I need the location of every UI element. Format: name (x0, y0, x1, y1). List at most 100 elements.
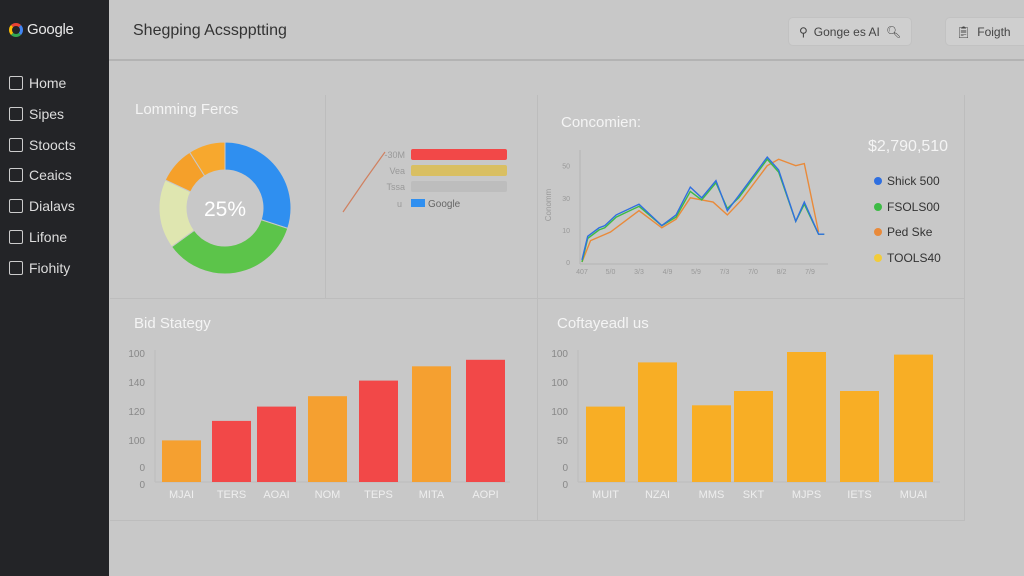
x-tick-label: AOPI (472, 489, 498, 501)
x-tick-label: 7/9 (805, 269, 815, 276)
x-tick-label: 7/3 (720, 269, 730, 276)
sidebar-item-label: Home (29, 75, 67, 91)
legend-label: Ped Ske (887, 225, 933, 239)
y-tick-label: 100 (551, 378, 568, 389)
y-tick-label: 10 (562, 228, 570, 235)
hbar-label: Vea (389, 166, 405, 176)
y-tick-label: 0 (566, 260, 570, 267)
sidebar-item-sipes[interactable]: Sipes (9, 106, 64, 122)
sidebar-item-label: Sipes (29, 106, 65, 122)
legend-dot-icon (874, 202, 882, 211)
y-tick-label: 140 (128, 378, 145, 389)
hbar (411, 149, 507, 160)
x-tick-label: 8/2 (777, 269, 787, 276)
legend-label: TOOLS40 (887, 250, 941, 265)
hbar (411, 165, 507, 176)
sidebar-item-label: Dialavs (29, 198, 75, 214)
y-tick-label: 0 (562, 463, 568, 474)
y-tick-label: 100 (551, 407, 568, 418)
sidebar-item-fiohity[interactable]: Fiohity (9, 260, 70, 276)
bar (212, 420, 251, 482)
y-tick-label: 100 (128, 349, 145, 360)
bar (308, 396, 347, 482)
y-tick-label: 100 (551, 349, 568, 360)
x-tick-label: 7/0 (748, 269, 758, 276)
sidebar-item-label: Fiohity (29, 260, 71, 276)
y-tick-label: 0 (139, 463, 145, 474)
x-tick-label: MUAI (900, 489, 928, 501)
sidebar-item-ceaics[interactable]: Ceaics (9, 167, 72, 183)
document-icon (9, 138, 23, 152)
google-logo[interactable]: Google (9, 21, 74, 38)
y-tick-label: 0 (139, 480, 145, 491)
page-title: Shegping Acsspptting (133, 22, 287, 39)
x-tick-label: MITA (419, 489, 445, 501)
chrome-icon (9, 199, 23, 213)
bar (692, 405, 731, 482)
x-tick-label: 407 (576, 269, 588, 276)
hbar-legend-label: Google (428, 199, 461, 210)
x-tick-label: TERS (217, 489, 246, 501)
bar (638, 362, 677, 482)
trend-line (342, 151, 386, 213)
y-tick-label: 30 (562, 196, 570, 203)
grid-icon (9, 107, 23, 121)
x-tick-label: MMS (699, 489, 725, 501)
google-icon (9, 22, 23, 37)
y-tick-label: 120 (128, 407, 145, 418)
legend-dot-icon (874, 253, 882, 262)
x-tick-label: MJAI (169, 489, 194, 501)
legend-label: Shick 500 (887, 174, 940, 188)
legend-item[interactable]: TOOLS40 (874, 251, 941, 265)
brand-name: Google (27, 21, 74, 38)
donut-center-label: 25% (204, 198, 246, 221)
sidebar-item-label: Ceaics (29, 167, 72, 183)
donut-slice (188, 141, 226, 177)
bar (466, 359, 505, 482)
x-tick-label: 4/9 (663, 269, 673, 276)
legend-dot-icon (874, 228, 882, 236)
search-button[interactable]: ⚲ Gonge es AI 🔍︎ (788, 17, 913, 46)
building-icon (9, 261, 23, 275)
bar (787, 352, 826, 482)
search-label: Gonge es AI (813, 24, 880, 39)
legend-dot-icon (874, 177, 882, 185)
sidebar-item-stoocts[interactable]: Stoocts (9, 137, 76, 153)
legend-label: FSOLS00 (887, 199, 940, 214)
sidebar-item-lifone[interactable]: Lifone (9, 229, 67, 245)
bar (840, 391, 879, 482)
x-tick-label: SKT (743, 489, 765, 501)
x-tick-label: MUIT (592, 489, 619, 501)
search-icon: 🔍︎ (885, 24, 902, 39)
bar (257, 406, 296, 482)
x-tick-label: AOAI (263, 489, 289, 501)
bar-panel-2 (537, 298, 965, 521)
legend-item[interactable]: Ped Ske (874, 225, 932, 239)
sidebar-item-label: Stoocts (29, 137, 76, 153)
home-icon (9, 76, 23, 90)
hbar (411, 181, 507, 192)
x-tick-label: IETS (847, 489, 871, 501)
x-tick-label: MJPS (792, 489, 821, 501)
bar (359, 380, 398, 482)
globe-icon (9, 230, 23, 244)
x-tick-label: TEPS (364, 489, 393, 501)
x-tick-label: 3/3 (634, 269, 644, 276)
sidebar: Google Home Sipes Stoocts Ceaics Dialavs Lifo… (0, 0, 109, 576)
sidebar-item-dialavs[interactable]: Dialavs (9, 198, 75, 214)
legend-item[interactable]: Shick 500 (874, 174, 940, 188)
user-icon: ⚲ (799, 24, 808, 39)
hbar-marker: u (397, 199, 402, 209)
hbar-label: Tssa (386, 182, 405, 192)
legend-swatch (411, 199, 425, 207)
bar-chart-1-title: Bid Stategy (134, 315, 211, 332)
line-series-shick-500 (581, 156, 825, 261)
line-chart-title: Concomien: (561, 114, 642, 131)
sidebar-item-home[interactable]: Home (9, 75, 66, 91)
total-value: $2,790,510 (868, 138, 949, 155)
donut-title: Lomming Fercs (135, 101, 239, 118)
y-tick-label: 0 (562, 480, 568, 491)
legend-item[interactable]: FSOLS00 (874, 200, 940, 214)
export-button[interactable]: 📋︎ Foigth (945, 17, 1024, 46)
